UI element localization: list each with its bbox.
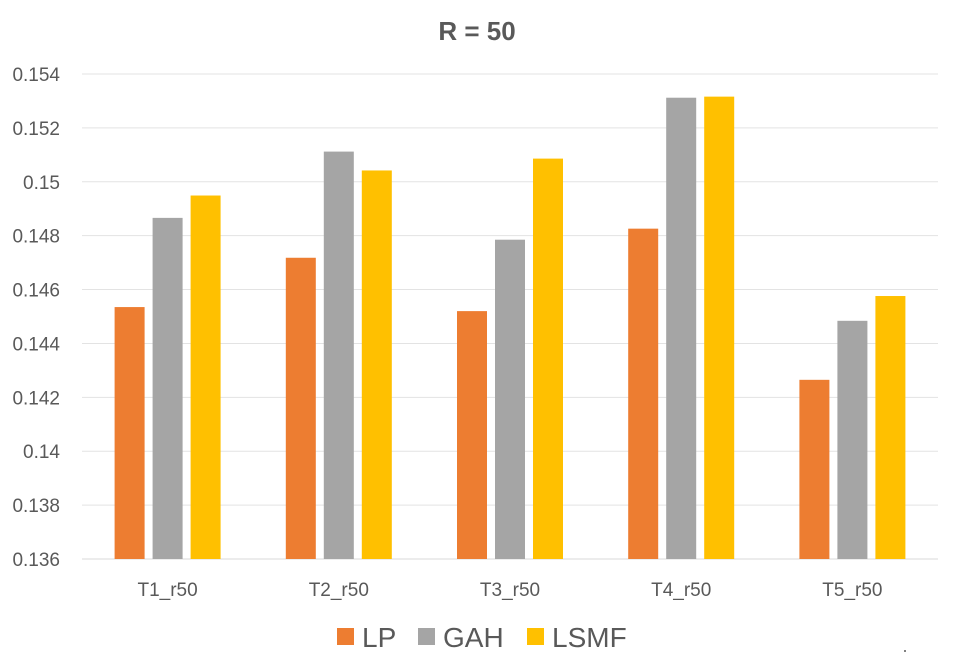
y-tick-label: 0.144: [12, 334, 60, 355]
x-category-label: T1_r50: [137, 580, 197, 601]
y-tick-label: 0.15: [23, 173, 60, 194]
x-axis: T1_r50 T2_r50 T3_r50 T4_r50 T5_r50: [137, 580, 882, 601]
y-axis-ticks: 0.136 0.138 0.14 0.142 0.144 0.146 0.148 0.15 0.…: [12, 65, 60, 571]
y-tick-label: 0.138: [12, 496, 60, 517]
bar-lsmf-t5_r50: [875, 296, 906, 559]
y-tick-label: 0.14: [23, 442, 60, 463]
bar-gah-t5_r50: [837, 320, 868, 559]
legend-swatch-gah: [418, 628, 435, 645]
bar-gah-t2_r50: [323, 151, 354, 559]
y-tick-label: 0.148: [12, 227, 60, 248]
y-tick-label: 0.146: [12, 281, 60, 302]
bar-gah-t3_r50: [495, 239, 525, 560]
bar-lsmf-t1_r50: [190, 195, 221, 559]
legend-swatch-lp: [337, 628, 354, 645]
chart-title: R = 50: [438, 16, 515, 46]
bar-lsmf-t2_r50: [361, 170, 392, 559]
x-category-label: T5_r50: [822, 580, 882, 601]
bar-lp-t4_r50: [628, 228, 659, 559]
bar-lp-t5_r50: [799, 379, 830, 559]
legend-label-lsmf: LSMF: [552, 622, 627, 653]
legend-swatch-lsmf: [527, 628, 544, 645]
bar-lsmf-t4_r50: [704, 96, 735, 559]
bars: [114, 96, 906, 560]
bar-lp-t2_r50: [285, 257, 316, 559]
bar-lsmf-t3_r50: [533, 158, 563, 559]
y-tick-label: 0.152: [12, 119, 60, 140]
x-category-label: T2_r50: [309, 580, 369, 601]
bar-lp-t1_r50: [114, 307, 145, 559]
x-category-label: T3_r50: [480, 580, 540, 601]
stray-dot: [904, 650, 906, 652]
bar-gah-t4_r50: [666, 97, 697, 559]
bar-lp-t3_r50: [457, 311, 487, 559]
legend-label-lp: LP: [362, 622, 396, 653]
x-category-label: T4_r50: [651, 580, 711, 601]
legend: LP GAH LSMF: [337, 622, 627, 653]
y-tick-label: 0.136: [12, 550, 60, 571]
y-tick-label: 0.142: [12, 388, 60, 409]
legend-label-gah: GAH: [443, 622, 504, 653]
y-tick-label: 0.154: [12, 65, 60, 86]
bar-gah-t1_r50: [152, 217, 183, 559]
